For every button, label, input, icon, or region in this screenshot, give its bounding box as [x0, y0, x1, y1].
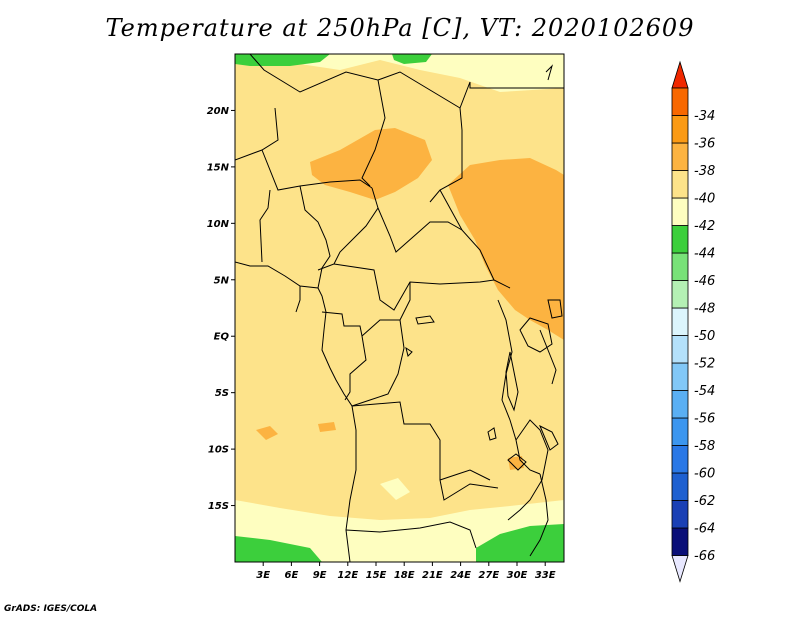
field-light-angola	[380, 478, 410, 500]
field-north-light-band	[235, 54, 564, 92]
latitude-axis: 20N 15N 10N 5N EQ 5S 10S 15S	[207, 106, 235, 512]
colorbar-label: -40	[694, 192, 715, 207]
lat-tick-label: EQ	[214, 332, 230, 343]
colorbar-segment	[671, 197, 689, 226]
lon-tick-label: 9E	[313, 570, 327, 581]
lat-tick-label: 5S	[215, 388, 229, 399]
lon-tick-label: 30E	[507, 570, 528, 581]
temperature-field	[235, 54, 564, 562]
grads-credit: GrADS: IGES/COLA	[4, 604, 98, 614]
colorbar-segment	[671, 87, 689, 116]
colorbar-label: -52	[694, 357, 715, 372]
field-north-green-left	[235, 54, 330, 66]
colorbar-segment	[671, 225, 689, 254]
colorbar-label: -62	[694, 494, 715, 509]
colorbar-segment	[671, 417, 689, 446]
field-south-green-right	[476, 524, 564, 562]
lon-tick-label: 33E	[535, 570, 556, 581]
colorbar-low-triangle	[671, 555, 689, 583]
colorbar-label: -56	[694, 412, 715, 427]
colorbar-label: -48	[694, 302, 715, 317]
lon-tick-label: 21E	[422, 570, 443, 581]
lon-tick-label: 27E	[478, 570, 499, 581]
country-borders	[235, 54, 564, 562]
colorbar-label: -42	[694, 219, 715, 234]
colorbar-segment	[671, 472, 689, 501]
lon-tick-label: 6E	[285, 570, 299, 581]
lat-tick-label: 15S	[208, 501, 229, 512]
longitude-axis: 3E 6E 9E 12E 15E 18E 21E 24E 27E 30E 33E	[256, 562, 556, 581]
colorbar-label: -46	[694, 274, 715, 289]
colorbar-segment	[671, 115, 689, 144]
colorbar-segment	[671, 252, 689, 281]
field-orange-sahel	[310, 128, 432, 200]
colorbar-label: -50	[694, 329, 715, 344]
colorbar: -66 -64 -62 -60 -58 -56 -54 -52 -50 -48 -46 -44 -42 -…	[671, 60, 715, 583]
lat-tick-label: 10N	[207, 219, 230, 230]
colorbar-segment	[671, 362, 689, 391]
field-orange-atlantic2	[318, 422, 336, 432]
coastline-west	[235, 261, 357, 562]
colorbar-segment	[671, 142, 689, 171]
field-orange-atlantic	[256, 426, 278, 440]
colorbar-segment	[671, 390, 689, 419]
colorbar-label: -54	[694, 384, 715, 399]
colorbar-segment	[671, 500, 689, 529]
colorbar-label: -38	[694, 164, 715, 179]
colorbar-segment	[671, 307, 689, 336]
lon-tick-label: 15E	[366, 570, 387, 581]
lon-tick-label: 3E	[256, 570, 270, 581]
map-title: Temperature at 250hPa [C], VT: 202010260…	[105, 14, 695, 42]
lat-tick-label: 5N	[214, 275, 230, 286]
colorbar-segment	[671, 527, 689, 556]
field-south-green-left	[235, 536, 322, 562]
colorbar-label: -60	[694, 467, 715, 482]
lon-tick-label: 12E	[337, 570, 358, 581]
colorbar-label: -58	[694, 439, 715, 454]
lon-tick-label: 24E	[450, 570, 471, 581]
colorbar-segment	[671, 335, 689, 364]
map-frame	[234, 53, 565, 563]
lat-tick-label: 20N	[207, 106, 230, 117]
field-orange-east	[448, 158, 564, 340]
colorbar-segment	[671, 280, 689, 309]
colorbar-high-triangle	[671, 60, 689, 89]
colorbar-label: -36	[694, 137, 715, 152]
lat-tick-label: 10S	[208, 445, 229, 456]
lat-tick-label: 15N	[207, 162, 230, 173]
colorbar-segment	[671, 445, 689, 474]
lon-tick-label: 18E	[394, 570, 415, 581]
colorbar-label: -44	[694, 247, 715, 262]
colorbar-segment	[671, 170, 689, 199]
colorbar-label: -66	[694, 549, 715, 564]
colorbar-label: -34	[694, 109, 715, 124]
field-north-green-right	[392, 54, 432, 64]
colorbar-label: -64	[694, 522, 715, 537]
